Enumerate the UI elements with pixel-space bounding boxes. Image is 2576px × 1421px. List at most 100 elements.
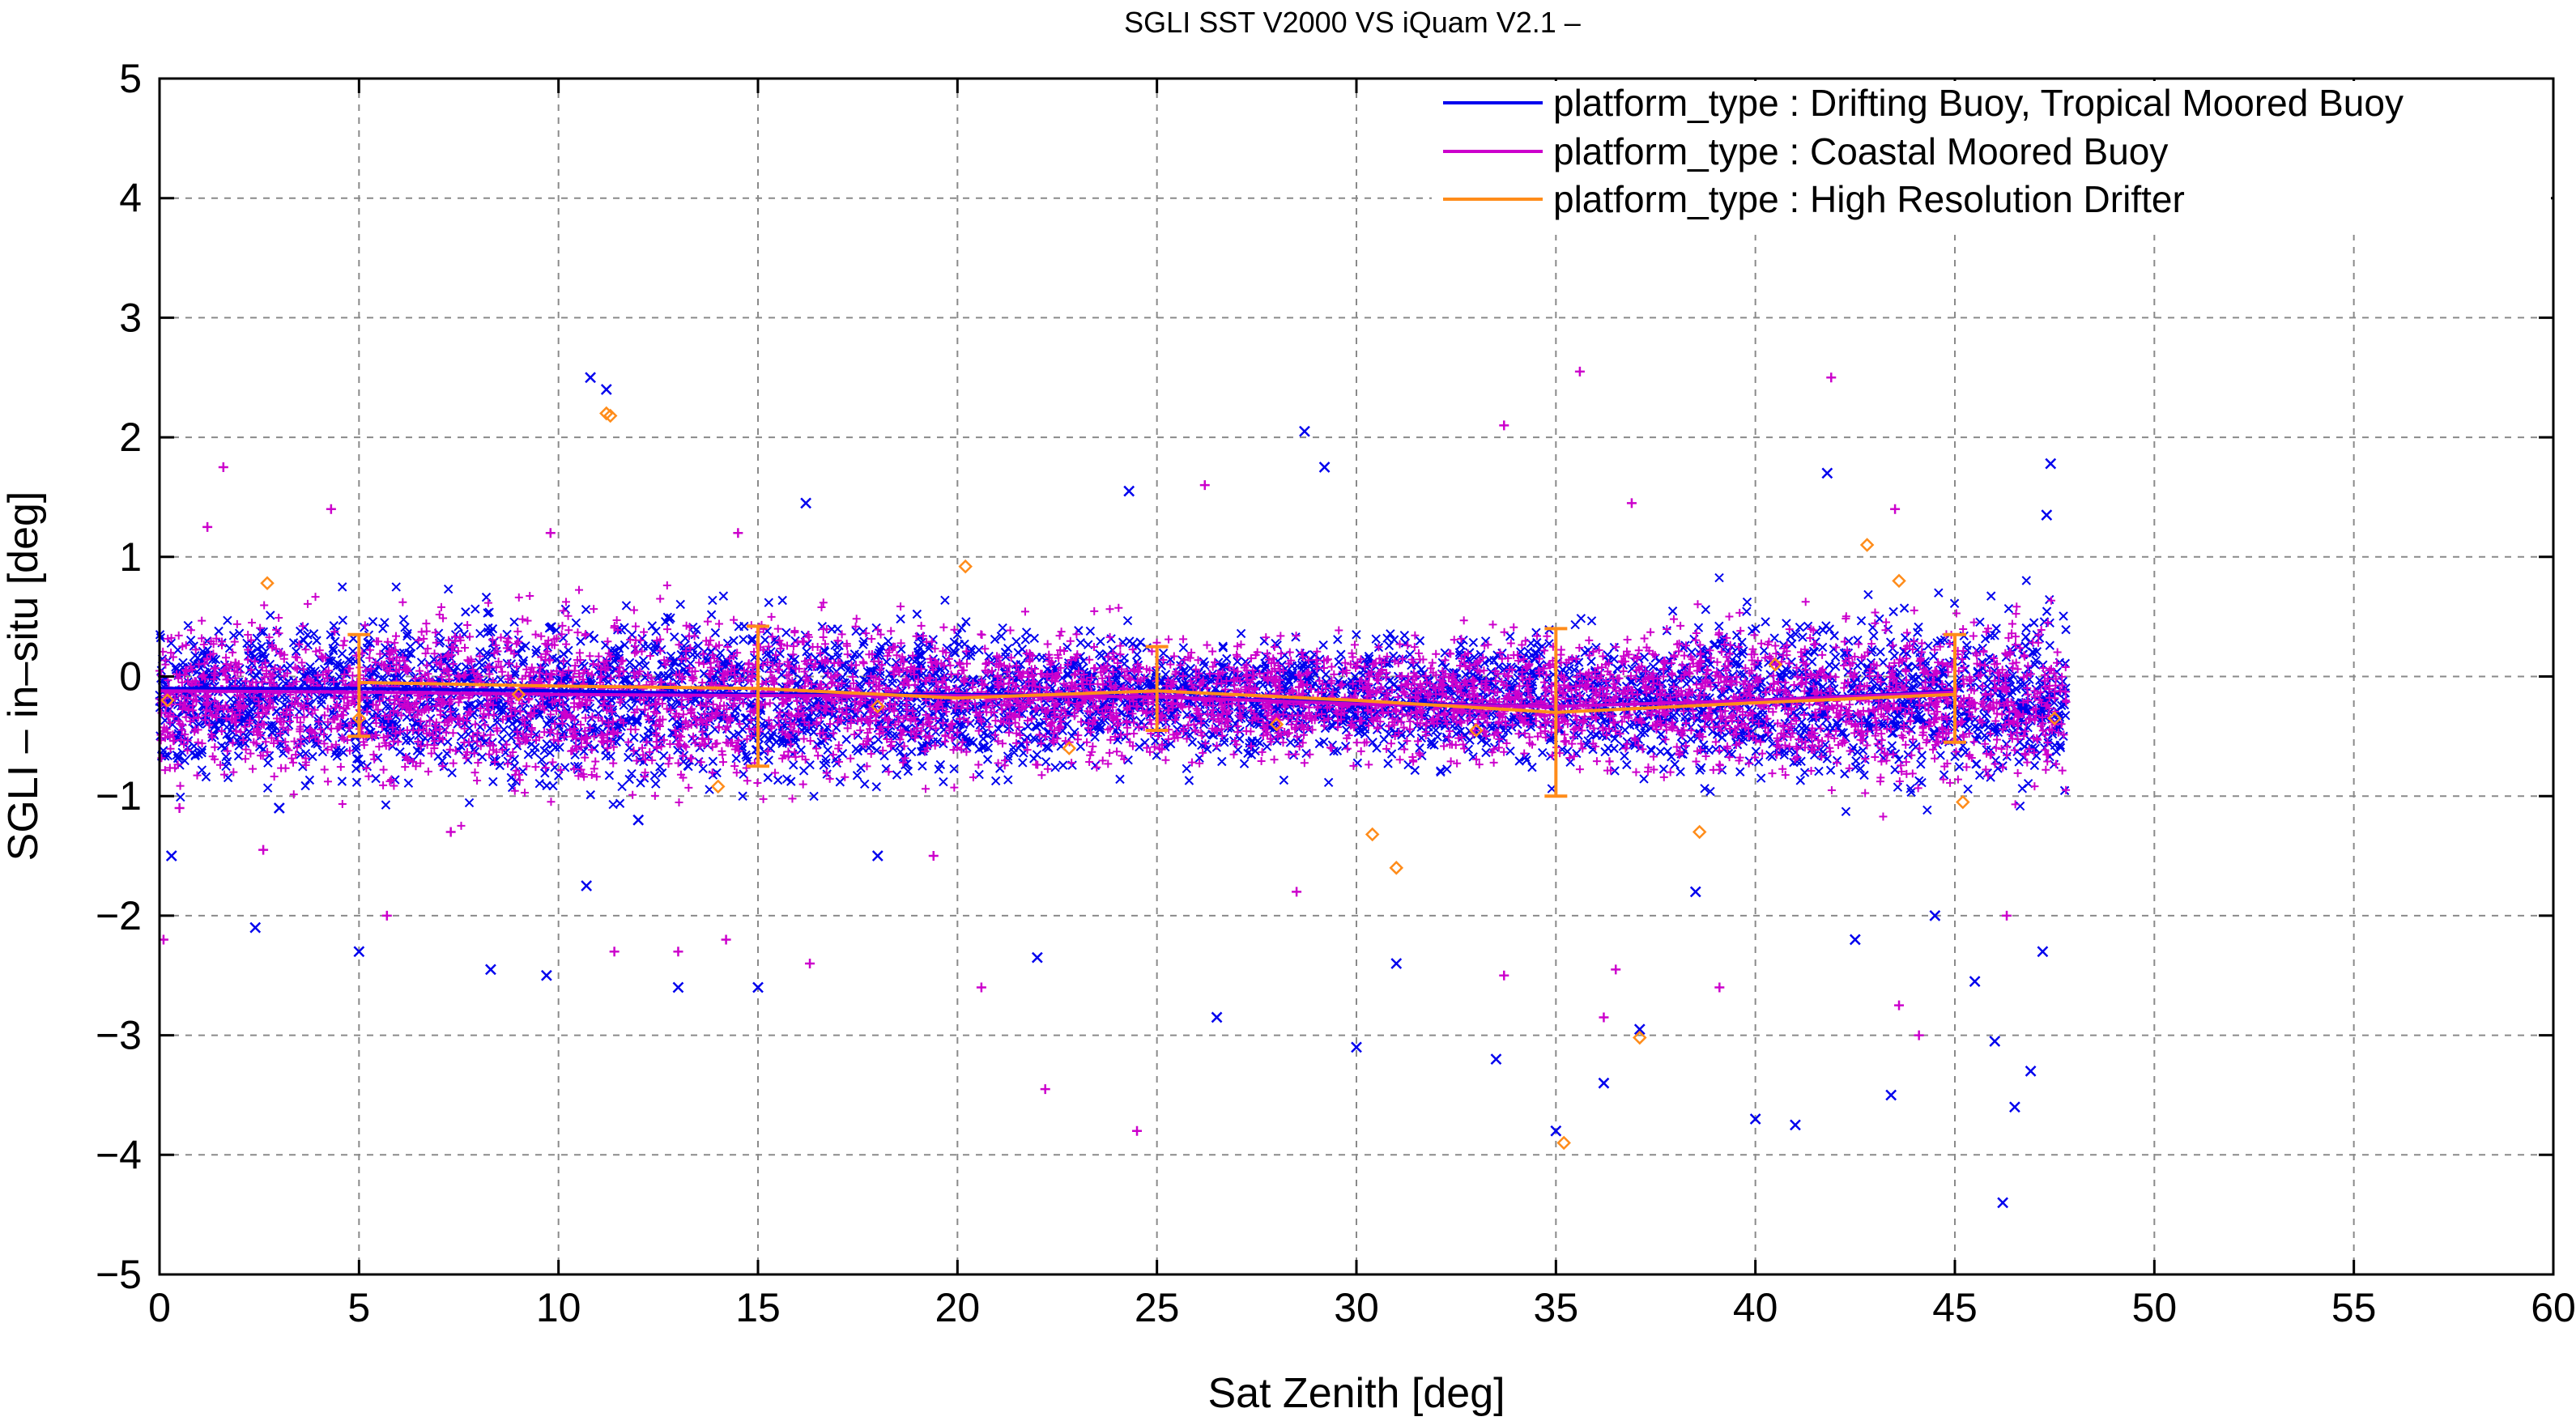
data-point-series-1: [609, 947, 620, 957]
data-point-series-0: [871, 850, 884, 862]
chart-title: SGLI SST V2000 VS iQuam V2.1 –: [1124, 6, 1581, 39]
data-point-series-0: [1390, 958, 1403, 969]
data-point-series-0: [1997, 1197, 2009, 1209]
data-point-series-2: [1062, 741, 1077, 755]
data-point-series-1: [976, 982, 986, 993]
data-point-series-1: [1040, 1084, 1050, 1095]
data-point-series-0: [1633, 1023, 1646, 1036]
data-point-series-1: [721, 934, 731, 945]
x-tick-label: 25: [1135, 1285, 1180, 1330]
data-point-series-1: [1914, 1030, 1924, 1040]
data-point-series-1: [381, 910, 392, 921]
data-point-series-2: [1556, 1135, 1571, 1151]
data-point-series-1: [733, 528, 743, 538]
data-point-series-1: [1826, 372, 1837, 383]
data-point-series-1: [1574, 366, 1585, 377]
data-point-series-0: [1849, 934, 1861, 946]
legend[interactable]: platform_type : Drifting Buoy, Tropical …: [1432, 81, 2551, 235]
legend-entry-drifting-buoy[interactable]: platform_type : Drifting Buoy, Tropical …: [1443, 82, 2404, 124]
y-tick-label: −1: [96, 773, 142, 819]
data-point-series-0: [1885, 1089, 1897, 1101]
data-point-series-0: [2045, 457, 2057, 470]
scatter-cloud-coastal-moored-buoy: [155, 581, 2071, 830]
data-point-series-0: [485, 964, 496, 976]
data-point-series-0: [1821, 467, 1833, 479]
data-point-series-0: [353, 946, 365, 958]
legend-background: [1432, 81, 2551, 235]
data-point-series-0: [1598, 1077, 1610, 1089]
legend-label-high-resolution-drifter: platform_type : High Resolution Drifter: [1553, 178, 2185, 220]
data-point-series-1: [258, 845, 269, 855]
data-point-series-1: [1611, 964, 1621, 975]
data-point-series-1: [1292, 887, 1302, 897]
data-point-series-0: [1929, 910, 1941, 921]
data-point-series-0: [585, 372, 596, 384]
data-point-series-2: [1469, 723, 1484, 738]
legend-entry-coastal-moored-buoy[interactable]: platform_type : Coastal Moored Buoy: [1443, 130, 2168, 172]
data-point-series-0: [752, 981, 764, 993]
data-point-series-2: [260, 576, 275, 591]
y-tick-label: −4: [96, 1132, 142, 1177]
x-tick-label: 40: [1733, 1285, 1778, 1330]
data-point-series-0: [1211, 1011, 1223, 1023]
x-tick-label: 5: [347, 1285, 370, 1330]
data-point-series-0: [1031, 951, 1043, 964]
data-point-series-0: [1490, 1053, 1502, 1066]
data-point-series-1: [218, 462, 228, 473]
data-point-series-1: [805, 958, 815, 968]
data-point-series-0: [672, 981, 684, 993]
data-point-series-2: [1633, 1030, 1647, 1045]
x-tick-label: 55: [2331, 1285, 2377, 1330]
data-point-series-0: [1969, 976, 1981, 988]
data-point-series-1: [326, 504, 336, 514]
y-axis: −5 −4 −3 −2 −1 0 1 2 3 4 5: [96, 56, 2553, 1297]
data-point-series-0: [1790, 1119, 1801, 1131]
data-point-series-2: [1692, 824, 1707, 840]
data-point-series-2: [1956, 794, 1970, 810]
data-point-series-2: [511, 687, 526, 702]
x-tick-label: 10: [536, 1285, 581, 1330]
legend-entry-high-resolution-drifter[interactable]: platform_type : High Resolution Drifter: [1443, 178, 2185, 220]
data-point-series-2: [1365, 827, 1380, 842]
data-point-series-1: [928, 851, 939, 862]
x-tick-label: 0: [148, 1285, 171, 1330]
data-point-series-1: [202, 521, 213, 532]
data-point-series-0: [249, 921, 262, 934]
data-point-series-0: [581, 880, 593, 891]
data-point-series-1: [1714, 982, 1725, 993]
x-tick-label: 35: [1534, 1285, 1579, 1330]
y-tick-label: −2: [96, 893, 142, 938]
y-tick-label: 2: [119, 415, 142, 460]
legend-label-drifting-buoy: platform_type : Drifting Buoy, Tropical …: [1553, 82, 2404, 124]
data-point-series-0: [2041, 509, 2053, 521]
data-point-series-1: [545, 528, 556, 538]
data-point-series-2: [602, 408, 618, 423]
data-point-series-2: [871, 699, 885, 714]
legend-label-coastal-moored-buoy: platform_type : Coastal Moored Buoy: [1553, 130, 2168, 172]
data-point-series-0: [1123, 485, 1135, 497]
x-tick-label: 20: [935, 1285, 981, 1330]
data-point-series-0: [1550, 1125, 1562, 1137]
data-point-series-2: [1389, 861, 1404, 875]
data-point-series-1: [1626, 498, 1637, 508]
data-point-series-2: [2047, 711, 2062, 725]
error-bars: [347, 624, 1966, 798]
y-tick-label: −5: [96, 1252, 142, 1297]
y-tick-label: −3: [96, 1013, 142, 1058]
data-point-series-0: [1749, 1113, 1761, 1125]
mean-line-series-1: [159, 689, 1956, 708]
data-point-series-0: [800, 497, 812, 509]
y-tick-label: 0: [119, 654, 142, 700]
x-tick-label: 15: [735, 1285, 781, 1330]
data-point-series-1: [1199, 480, 1210, 491]
data-point-series-0: [632, 814, 645, 826]
y-tick-label: 1: [119, 534, 142, 580]
data-point-series-2: [1859, 538, 1875, 552]
data-point-series-0: [1351, 1041, 1362, 1053]
data-point-series-2: [1269, 717, 1284, 732]
y-tick-label: 3: [119, 295, 142, 340]
data-point-series-1: [1894, 1000, 1905, 1010]
data-point-series-0: [1318, 462, 1331, 473]
y-axis-label: SGLI – in–situ [deg]: [0, 491, 47, 862]
data-point-series-0: [273, 802, 285, 814]
